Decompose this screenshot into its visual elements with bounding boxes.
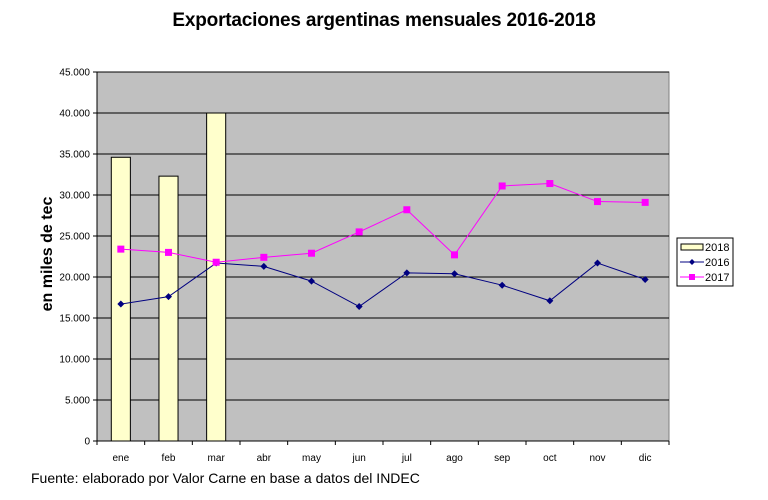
point-2016-abr [260,262,268,270]
point-2016-jul [403,269,411,277]
legend-marker-2017 [689,274,695,280]
point-2017-nov [594,198,601,206]
legend-label-2018: 2018 [705,242,729,254]
x-tick-label: may [302,453,321,464]
point-2016-ene [117,300,125,308]
point-2016-ago [451,270,458,278]
y-tick-label: 15.000 [59,314,90,325]
point-2017-dic [641,198,649,206]
y-tick-label: 25.000 [59,232,90,243]
x-tick-label: jul [401,453,412,464]
point-2017-may [308,249,315,257]
x-tick-label: ene [112,453,129,464]
bar-2018-mar [206,112,227,442]
x-tick-label: sep [494,453,511,464]
point-2017-mar [212,258,220,266]
y-tick-label: 45.000 [59,68,90,79]
point-2016-feb [165,293,172,301]
x-tick-label: dic [639,453,652,464]
x-tick-label: oct [543,453,557,464]
y-tick-label: 40.000 [59,109,90,120]
y-tick-label: 0 [84,437,90,448]
point-2016-jun [355,303,363,311]
y-tick-label: 10.000 [59,355,90,366]
y-tick-label: 20.000 [59,273,90,284]
x-tick-label: feb [162,453,176,464]
point-2017-jul [403,206,411,214]
legend-label-2017: 2017 [705,272,729,284]
bar-2018-feb [158,175,179,442]
y-tick-label: 35.000 [59,150,90,161]
point-2016-oct [546,297,554,305]
x-tick-label: mar [208,453,226,464]
chart-title: Exportaciones argentinas mensuales 2016-… [172,10,596,31]
legend-swatch-2018 [680,243,704,251]
point-2017-feb [165,248,172,256]
y-tick-label: 5.000 [65,396,90,407]
plot-area [96,71,670,442]
x-tick-label: ago [446,453,463,464]
point-2017-jun [355,228,363,236]
point-2016-may [308,277,315,285]
point-2017-oct [546,180,554,188]
point-2017-sep [498,182,506,190]
source-note: Fuente: elaborado por Valor Carne en bas… [31,470,420,486]
point-2016-sep [498,281,506,289]
legend-marker-2016 [689,259,695,265]
point-2017-ene [117,245,125,253]
x-tick-label: jun [351,453,365,464]
point-2016-nov [594,259,601,267]
point-2017-abr [260,253,268,261]
point-2016-dic [641,275,649,283]
x-tick-label: abr [257,453,272,464]
point-2017-ago [451,251,458,259]
bar-2018-ene [110,156,131,442]
y-tick-label: 30.000 [59,191,90,202]
x-tick-label: nov [589,453,605,464]
line-2016 [120,262,646,308]
line-2017 [120,183,646,263]
legend-label-2016: 2016 [705,257,729,269]
